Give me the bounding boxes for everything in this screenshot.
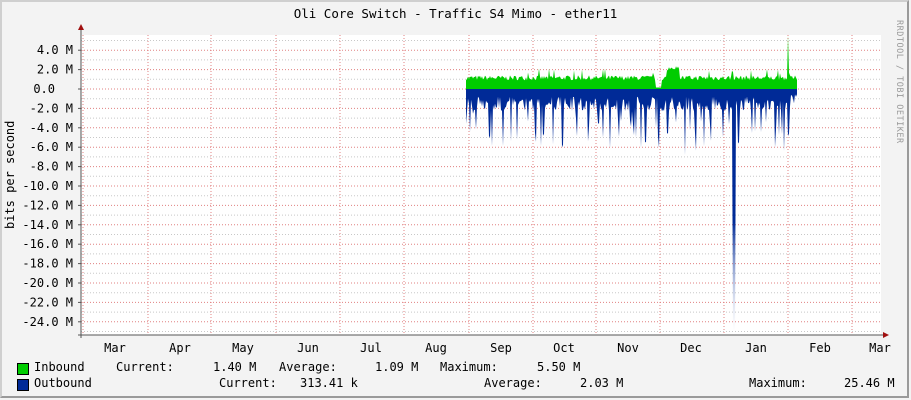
y-tick-label: -18.0 M: [22, 257, 73, 271]
y-tick-label: 2.0 M: [37, 63, 73, 77]
outbound-swatch: [17, 379, 29, 391]
y-tick-label: -20.0 M: [22, 276, 73, 290]
y-tick-label: -12.0 M: [22, 198, 73, 212]
x-tick-label: Jun: [297, 341, 319, 355]
outbound-maximum-value: 25.46 M: [844, 376, 895, 390]
x-tick-label: Dec: [680, 341, 702, 355]
y-tick-label: 4.0 M: [37, 43, 73, 57]
inbound-average-label: Average:: [279, 360, 337, 374]
x-tick-label: Nov: [617, 341, 639, 355]
outbound-label: Outbound: [34, 376, 92, 390]
outbound-average-value: 2.03 M: [580, 376, 624, 390]
x-tick-label: Sep: [490, 341, 512, 355]
outbound-current-value: 313.41 k: [300, 376, 358, 390]
inbound-current-value: 1.40 M: [213, 360, 257, 374]
inbound-maximum-label: Maximum:: [440, 360, 498, 374]
x-tick-label: Jul: [360, 341, 382, 355]
y-axis-arrow-icon: [78, 24, 84, 30]
x-tick-label: Mar: [869, 341, 891, 355]
x-tick-label: Apr: [169, 341, 191, 355]
outbound-current-label: Current:: [219, 376, 277, 390]
x-tick-label: Oct: [553, 341, 575, 355]
x-axis-arrow-icon: [883, 332, 889, 338]
y-tick-label: -14.0 M: [22, 218, 73, 232]
y-tick-label: -10.0 M: [22, 179, 73, 193]
x-tick-label: May: [232, 341, 254, 355]
inbound-label: Inbound: [34, 360, 85, 374]
inbound-area: [466, 35, 797, 89]
y-tick-label: 0.0: [33, 82, 55, 96]
inbound-swatch: [17, 363, 29, 375]
x-tick-label: Aug: [425, 341, 447, 355]
rrdtool-watermark: RRDTOOL / TOBI OETIKER: [894, 20, 904, 144]
y-tick-label: -16.0 M: [22, 237, 73, 251]
inbound-maximum-value: 5.50 M: [537, 360, 581, 374]
y-tick-label: -6.0 M: [30, 140, 73, 154]
y-tick-label: -8.0 M: [30, 160, 73, 174]
inbound-average-value: 1.09 M: [375, 360, 419, 374]
y-tick-label: -24.0 M: [22, 315, 73, 329]
x-tick-label: Jan: [745, 341, 767, 355]
inbound-current-label: Current:: [116, 360, 174, 374]
y-tick-label: -2.0 M: [30, 101, 73, 115]
y-tick-label: -22.0 M: [22, 295, 73, 309]
x-tick-label: Mar: [104, 341, 126, 355]
x-tick-label: Feb: [809, 341, 831, 355]
outbound-average-label: Average:: [484, 376, 542, 390]
graph-title: Oli Core Switch - Traffic S4 Mimo - ethe…: [293, 6, 618, 21]
y-tick-label: -4.0 M: [30, 121, 73, 135]
outbound-maximum-label: Maximum:: [749, 376, 807, 390]
